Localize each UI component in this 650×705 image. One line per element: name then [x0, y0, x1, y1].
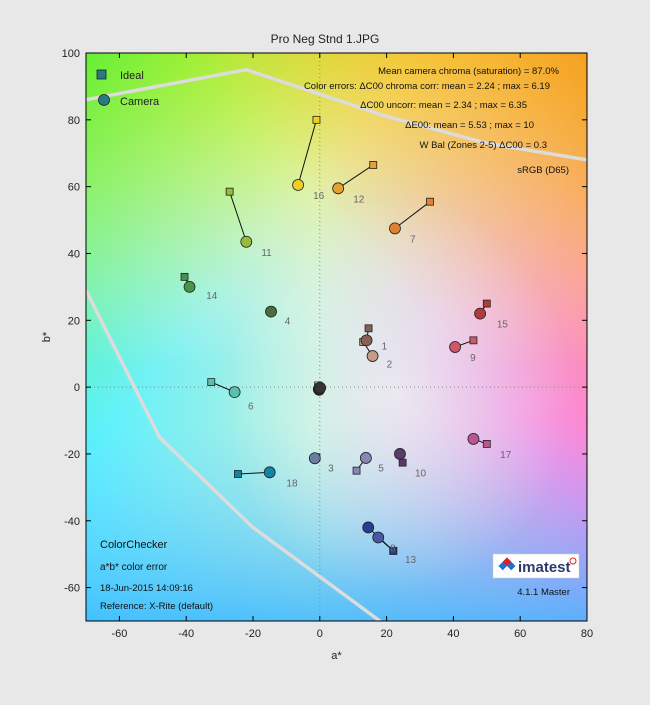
- patch-label-3: 3: [328, 463, 334, 474]
- patch-label-18: 18: [286, 478, 298, 489]
- patch-label-14: 14: [206, 291, 218, 302]
- y-tick-label: -20: [64, 449, 80, 461]
- patch-label-13: 13: [405, 555, 417, 566]
- ideal-marker-6: [208, 379, 215, 386]
- bg-gradient-gCenter: [86, 53, 587, 621]
- camera-marker-16: [293, 179, 304, 190]
- patch-label-4: 4: [285, 316, 291, 327]
- camera-marker-2: [367, 351, 378, 362]
- patch-label-2: 2: [387, 360, 393, 371]
- camera-marker-12: [333, 183, 344, 194]
- legend-ideal-marker: [97, 70, 106, 79]
- y-tick-label: 60: [68, 182, 80, 194]
- x-tick-label: -20: [245, 628, 261, 640]
- camera-marker-14: [184, 281, 195, 292]
- ideal-marker-16: [313, 116, 320, 123]
- x-tick-label: 80: [581, 628, 593, 640]
- annotation-line-4: ΔE00: mean = 5.53 ; max = 10: [405, 120, 534, 131]
- patch-label-10: 10: [415, 468, 427, 479]
- ideal-marker-9: [470, 337, 477, 344]
- x-axis-label: a*: [331, 650, 342, 662]
- y-tick-label: 100: [62, 48, 80, 60]
- camera-marker-1: [361, 335, 372, 346]
- x-tick-label: -40: [178, 628, 194, 640]
- ideal-marker-1: [365, 325, 372, 332]
- logo-text: imatest: [518, 559, 571, 576]
- y-tick-label: -40: [64, 516, 80, 528]
- x-tick-label: 20: [380, 628, 392, 640]
- legend-camera-marker: [99, 95, 110, 106]
- camera-marker-17: [468, 433, 479, 444]
- chart-color-background: [86, 53, 587, 621]
- camera-marker-13: [363, 522, 374, 533]
- ideal-marker-12: [370, 161, 377, 168]
- x-tick-label: 40: [447, 628, 459, 640]
- x-tick-label: -60: [111, 628, 127, 640]
- x-tick-label: 60: [514, 628, 526, 640]
- patch-label-11: 11: [261, 248, 272, 259]
- patch-label-16: 16: [313, 191, 325, 202]
- annotation-line-2: Color errors: ΔC00 chroma corr: mean = 2…: [304, 81, 550, 92]
- version-label: 4.1.1 Master: [517, 587, 570, 598]
- annotation-line-1: Mean camera chroma (saturation) = 87.0%: [378, 66, 559, 77]
- patch-label-17: 17: [500, 450, 512, 461]
- x-tick-label: 0: [317, 628, 323, 640]
- ideal-marker-17: [483, 440, 490, 447]
- info-line-3: 18-Jun-2015 14:09:16: [100, 583, 193, 594]
- camera-marker-3: [309, 453, 320, 464]
- ideal-marker-15: [483, 300, 490, 307]
- ideal-marker-10: [399, 459, 406, 466]
- imatest-logo: imatest: [493, 554, 579, 578]
- camera-marker-5: [360, 452, 371, 463]
- camera-marker-8: [373, 532, 384, 543]
- patch-label-15: 15: [497, 320, 509, 331]
- patch-label-5: 5: [378, 463, 384, 474]
- patch-label-1: 1: [382, 341, 388, 352]
- camera-marker-4: [266, 306, 277, 317]
- info-line-1: ColorChecker: [100, 539, 168, 551]
- patch-label-7: 7: [410, 234, 416, 245]
- camera-marker-10: [394, 448, 405, 459]
- info-line-2: a*b* color error: [100, 562, 168, 573]
- ideal-marker-7: [427, 198, 434, 205]
- annotation-line-5: W Bal (Zones 2-5) ΔC00 = 0.3: [419, 140, 547, 151]
- y-axis-label: b*: [41, 331, 53, 342]
- camera-marker-24: [315, 382, 326, 393]
- annotation-line-3: ΔC00 uncorr: mean = 2.34 ; max = 6.35: [360, 100, 527, 111]
- ideal-marker-11: [226, 188, 233, 195]
- patch-label-8: 8: [390, 543, 396, 554]
- patch-label-6: 6: [248, 401, 254, 412]
- y-tick-label: 20: [68, 315, 80, 327]
- y-tick-label: 0: [74, 382, 80, 394]
- legend-camera-label: Camera: [120, 96, 160, 108]
- ideal-marker-18: [234, 470, 241, 477]
- y-tick-label: 40: [68, 248, 80, 260]
- camera-marker-11: [241, 236, 252, 247]
- ideal-marker-14: [181, 273, 188, 280]
- ideal-marker-5: [353, 467, 360, 474]
- camera-marker-7: [389, 223, 400, 234]
- camera-marker-9: [450, 342, 461, 353]
- patch-label-9: 9: [470, 353, 476, 364]
- legend-ideal-label: Ideal: [120, 70, 144, 82]
- y-tick-label: -60: [64, 583, 80, 595]
- camera-marker-18: [264, 467, 275, 478]
- patch-label-12: 12: [353, 194, 365, 205]
- camera-marker-6: [229, 387, 240, 398]
- annotation-line-6: sRGB (D65): [517, 165, 569, 176]
- y-tick-label: 80: [68, 115, 80, 127]
- info-line-4: Reference: X-Rite (default): [100, 601, 213, 612]
- camera-marker-15: [475, 308, 486, 319]
